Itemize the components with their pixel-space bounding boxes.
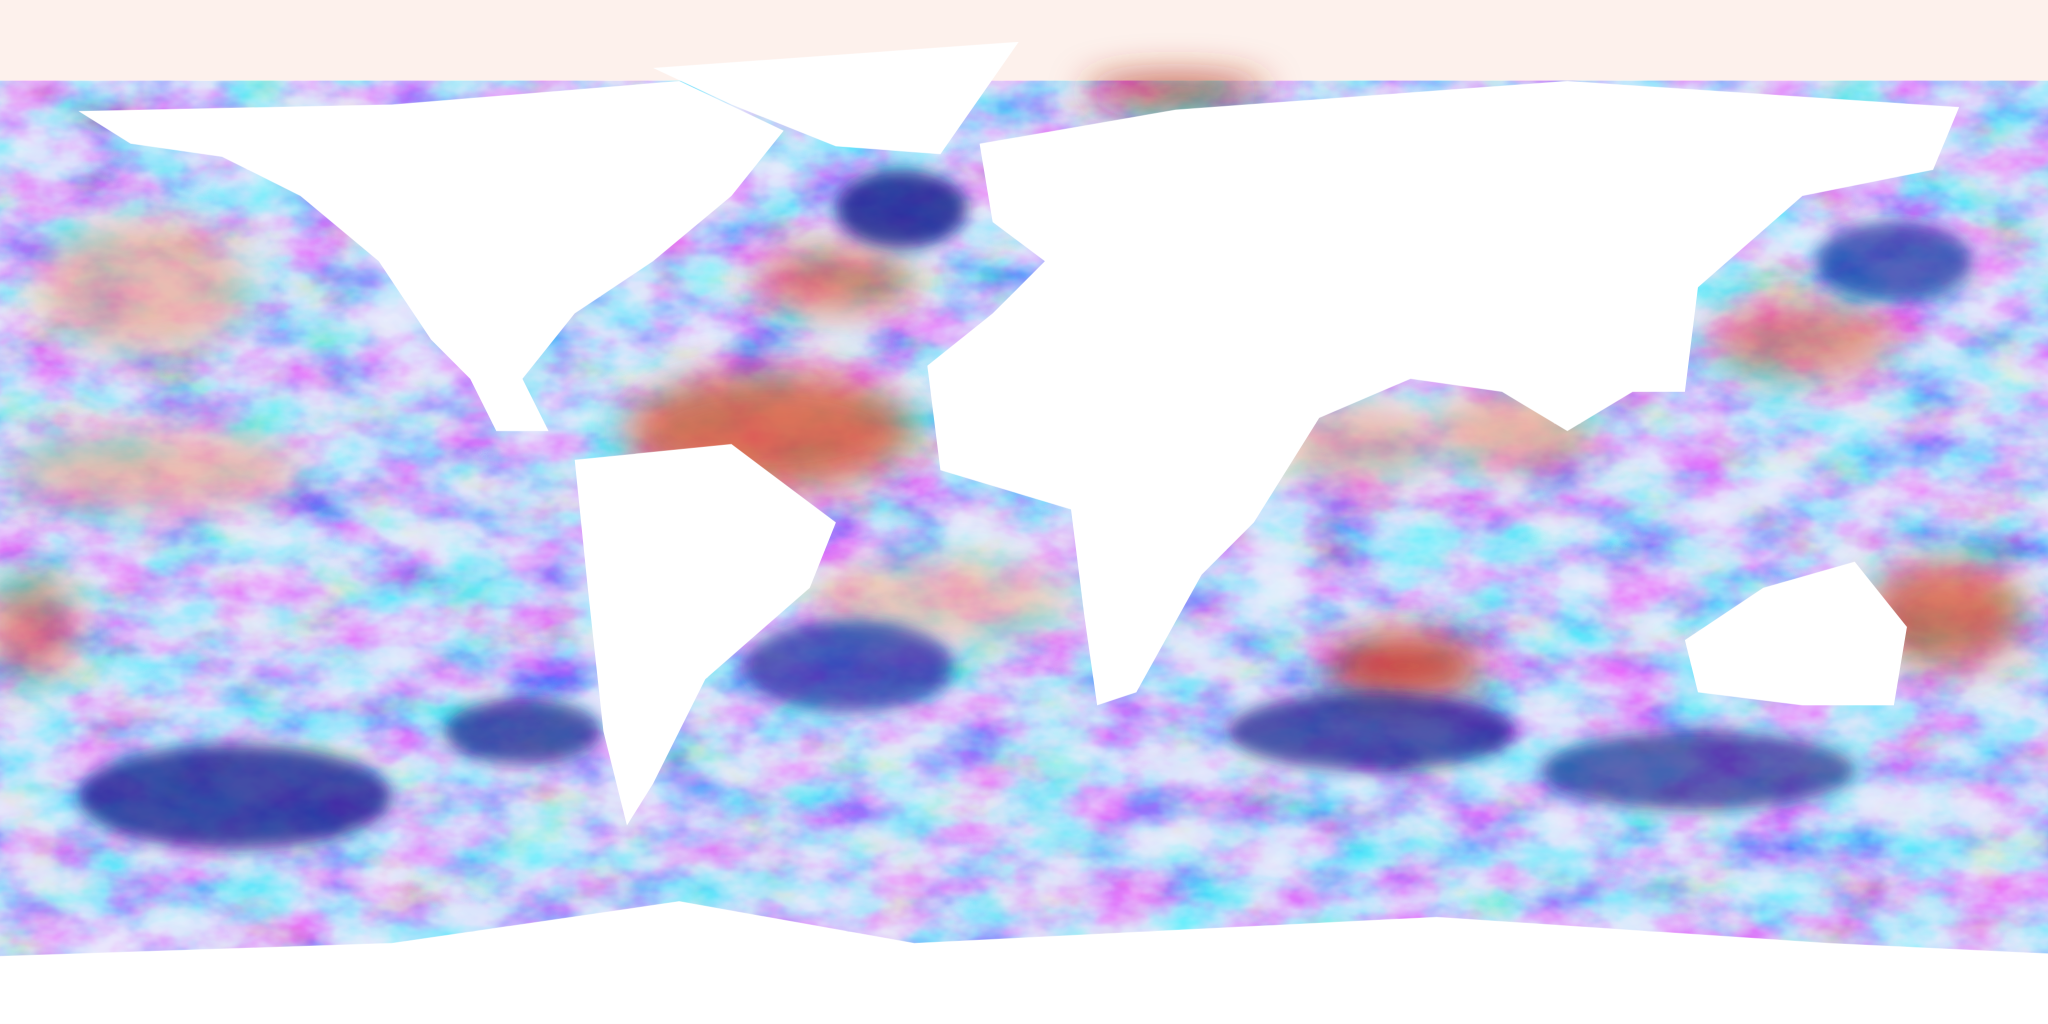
warm-patch (809, 561, 1072, 640)
warm-patch (1867, 561, 2025, 667)
cool-patch (1815, 222, 1973, 301)
eurasia-africa (927, 80, 1960, 706)
warm-patch (1280, 404, 1437, 484)
greenland (653, 41, 1019, 155)
south-america (574, 444, 836, 826)
warm-patch (13, 431, 301, 510)
warm-patch (0, 574, 79, 680)
warm-patch (1325, 633, 1483, 699)
land-masses (0, 41, 2048, 1024)
cool-patch (1541, 731, 1855, 810)
warm-patch (1711, 300, 1894, 379)
north-america (78, 80, 784, 432)
cool-anomalies (78, 169, 1973, 849)
cool-patch (444, 698, 601, 765)
antarctica (0, 901, 2048, 1024)
cool-patch (744, 620, 954, 712)
warm-patch (1084, 75, 1267, 108)
cool-patch (835, 169, 967, 249)
warm-patch (757, 248, 915, 314)
warm-patch (39, 222, 249, 353)
cool-patch (78, 744, 392, 849)
cool-patch (1227, 692, 1516, 771)
australia (1684, 561, 1907, 706)
